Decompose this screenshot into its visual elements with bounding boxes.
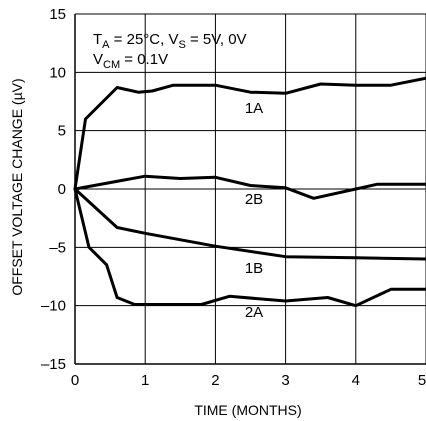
svg-text:VCM = 0.1V: VCM = 0.1V [93,51,168,71]
x-tick-label: 2 [211,372,219,389]
y-tick-labels: 15 10 5 0 –5 –10 –15 [41,6,66,373]
y-tick-label: 10 [49,64,66,81]
anno-line1-sub1: A [102,39,110,51]
series-line-2a [73,187,426,308]
anno-line2-sub: CM [103,59,120,71]
anno-line1-mid: = 25°C, V [110,31,179,48]
y-tick-label: 15 [49,6,66,23]
x-tick-label: 3 [281,372,289,389]
anno-line1-suffix: = 5V, 0V [186,31,247,48]
y-tick-label: 0 [58,181,66,198]
x-tick-labels: 0 1 2 3 4 5 [71,372,426,389]
anno-line2-suffix: = 0.1V [120,51,168,68]
series-line-1b [73,187,426,261]
y-tick-label: –10 [41,298,66,315]
series-line-1a [73,76,426,191]
y-tick-label: 5 [58,123,66,140]
series-line-2b [73,174,426,200]
series-labels: 1A 2B 1B 2A [245,100,263,321]
series-label-1b: 1B [245,260,263,277]
series-label-2b: 2B [245,191,263,208]
anno-line1-sub2: S [178,39,185,51]
x-tick-label: 4 [352,372,360,389]
series-label-2a: 2A [245,304,263,321]
anno-line2-prefix: V [93,51,103,68]
x-axis-title: TIME (MONTHS) [194,402,301,418]
series-label-1a: 1A [245,100,263,117]
y-tick-label: –15 [41,356,66,373]
series-lines [73,76,426,308]
conditions-annotation: TA = 25°C, VS = 5V, 0V VCM = 0.1V [93,31,247,71]
y-tick-label: –5 [49,239,66,256]
anno-line1-prefix: T [93,31,102,48]
x-tick-label: 1 [141,372,149,389]
svg-text:TA = 25°C, VS = 5V, 0V: TA = 25°C, VS = 5V, 0V [93,31,247,51]
x-tick-label: 0 [71,372,79,389]
y-axis-title: OFFSET VOLTAGE CHANGE (µV) [9,78,25,295]
x-tick-label: 5 [418,372,426,389]
